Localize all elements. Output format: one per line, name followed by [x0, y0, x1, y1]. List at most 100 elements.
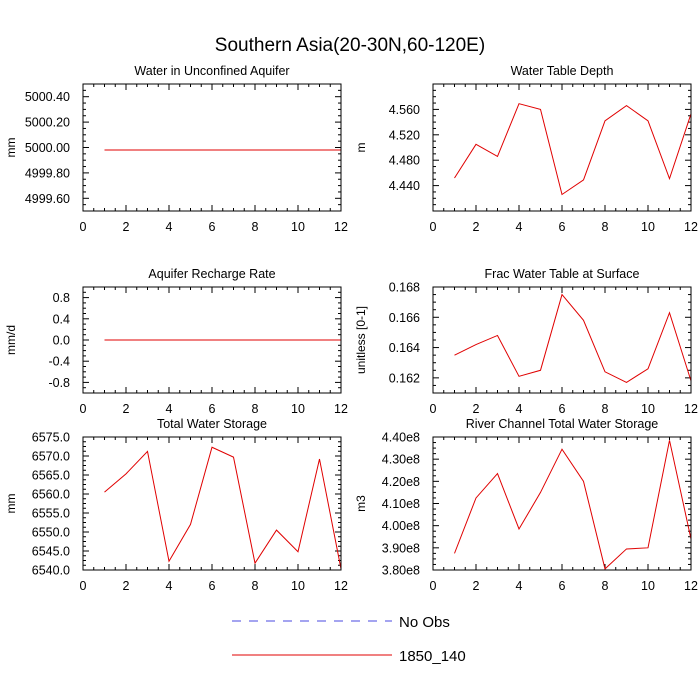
panel-title: Frac Water Table at Surface [485, 267, 640, 281]
x-tick-label: 10 [641, 402, 655, 416]
legend-label: 1850_140 [399, 648, 466, 665]
x-tick-label: 8 [602, 579, 609, 593]
y-tick-label: 4.20e8 [382, 475, 420, 489]
y-tick-label: 4.00e8 [382, 519, 420, 533]
x-tick-label: 10 [291, 579, 305, 593]
x-tick-label: 12 [334, 402, 348, 416]
x-tick-label: 2 [123, 402, 130, 416]
panel-6: River Channel Total Water Storage m3 0 2 4 6 8… [354, 417, 698, 593]
y-axis-label: unitless [0-1] [354, 306, 368, 374]
x-tick-label: 4 [166, 220, 173, 234]
panel-title: Aquifer Recharge Rate [148, 267, 275, 281]
y-tick-label: 6555.0 [32, 507, 70, 521]
panel-1: Water in Unconfined Aquifer mm 0 2 4 6 8 10 12 49… [4, 64, 348, 234]
x-tick-label: 4 [166, 402, 173, 416]
panel-title: Total Water Storage [157, 417, 267, 431]
y-tick-label: 0.168 [389, 281, 420, 295]
x-tick-label: 6 [209, 220, 216, 234]
y-tick-label: 6550.0 [32, 526, 70, 540]
series-line-1850_140 [104, 446, 341, 569]
panel-5: Total Water Storage mm 0 2 4 6 8 10 12 6540.0 6545… [4, 417, 348, 593]
legend: No Obs 1850_140 [232, 614, 466, 665]
x-tick-label: 8 [602, 402, 609, 416]
panel-title: Water in Unconfined Aquifer [134, 64, 289, 78]
y-axis-label: m3 [354, 495, 368, 512]
y-tick-label: 6575.0 [32, 431, 70, 445]
y-tick-label: 0.166 [389, 311, 420, 325]
y-tick-label: 4999.80 [25, 166, 70, 180]
x-tick-label: 8 [252, 402, 259, 416]
x-tick-label: 2 [473, 220, 480, 234]
x-tick-label: 12 [334, 579, 348, 593]
x-tick-label: 8 [252, 220, 259, 234]
y-tick-label: 4999.60 [25, 192, 70, 206]
y-tick-label: 5000.20 [25, 116, 70, 130]
y-tick-label: 6545.0 [32, 545, 70, 559]
y-tick-label: 4.30e8 [382, 453, 420, 467]
panel-title: River Channel Total Water Storage [466, 417, 659, 431]
y-axis-label: m [354, 143, 368, 153]
y-tick-label: -0.8 [48, 376, 70, 390]
x-tick-label: 0 [80, 402, 87, 416]
panel-3: Aquifer Recharge Rate mm/d 0 2 4 6 8 10 12 -0.8 -0… [4, 267, 348, 416]
x-tick-label: 2 [123, 220, 130, 234]
y-tick-label: 0.4 [53, 312, 70, 326]
y-tick-label: 6570.0 [32, 450, 70, 464]
y-tick-label: 3.90e8 [382, 541, 420, 555]
series-line-1850_140 [454, 103, 691, 196]
y-tick-label: 0.8 [53, 291, 70, 305]
x-tick-label: 0 [80, 220, 87, 234]
x-tick-label: 12 [684, 402, 698, 416]
x-tick-label: 12 [684, 579, 698, 593]
y-tick-label: 6565.0 [32, 469, 70, 483]
y-axis-label: mm/d [4, 325, 18, 355]
x-tick-label: 8 [602, 220, 609, 234]
series-line-1850_140 [454, 293, 691, 383]
panel-title: Water Table Depth [511, 64, 614, 78]
x-tick-label: 0 [430, 402, 437, 416]
y-axis-label: mm [4, 494, 18, 514]
y-tick-label: 0.0 [53, 334, 70, 348]
y-tick-label: -0.4 [48, 355, 70, 369]
plot-frame [432, 83, 692, 212]
plot-frame [82, 286, 342, 394]
x-tick-label: 4 [516, 579, 523, 593]
series-line-1850_140 [454, 440, 691, 570]
x-tick-label: 10 [641, 220, 655, 234]
x-tick-label: 6 [209, 402, 216, 416]
x-tick-label: 10 [291, 220, 305, 234]
x-tick-label: 6 [559, 579, 566, 593]
x-tick-label: 6 [209, 579, 216, 593]
y-tick-label: 0.162 [389, 371, 420, 385]
y-tick-label: 4.40e8 [382, 431, 420, 445]
y-tick-label: 0.164 [389, 341, 420, 355]
x-tick-label: 6 [559, 402, 566, 416]
y-tick-label: 5000.40 [25, 90, 70, 104]
x-tick-label: 10 [641, 579, 655, 593]
x-tick-label: 12 [684, 220, 698, 234]
figure-title: Southern Asia(20-30N,60-120E) [215, 35, 485, 56]
x-tick-label: 8 [252, 579, 259, 593]
y-tick-label: 3.80e8 [382, 564, 420, 578]
x-tick-label: 2 [473, 579, 480, 593]
panels: Water in Unconfined Aquifer mm 0 2 4 6 8 10 12 49… [4, 64, 698, 593]
plot-frame [432, 286, 692, 394]
y-tick-label: 4.480 [389, 154, 420, 168]
x-tick-label: 10 [291, 402, 305, 416]
plot-frame [82, 83, 342, 212]
panel-2: Water Table Depth m 0 2 4 6 8 10 12 4.440 4.480 4.5… [354, 64, 698, 234]
x-tick-label: 0 [80, 579, 87, 593]
x-tick-label: 4 [516, 220, 523, 234]
x-tick-label: 0 [430, 579, 437, 593]
x-tick-label: 2 [473, 402, 480, 416]
y-axis-label: mm [4, 138, 18, 158]
x-tick-label: 0 [430, 220, 437, 234]
y-tick-label: 4.440 [389, 179, 420, 193]
y-tick-label: 5000.00 [25, 141, 70, 155]
y-tick-label: 6560.0 [32, 488, 70, 502]
legend-label: No Obs [399, 614, 450, 631]
panel-4: Frac Water Table at Surface unitless [0-1… [354, 267, 698, 416]
x-tick-label: 4 [516, 402, 523, 416]
y-tick-label: 4.10e8 [382, 497, 420, 511]
